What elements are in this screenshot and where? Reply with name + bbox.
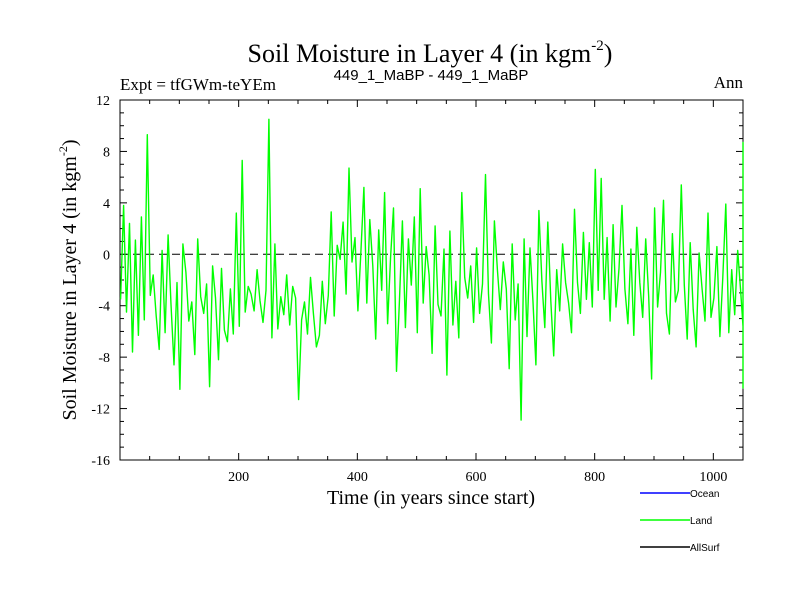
y-tick-label: -8 xyxy=(98,351,110,366)
legend-item-ocean: Ocean xyxy=(640,489,719,500)
x-tick-label: 400 xyxy=(347,470,368,485)
x-tick-labels: 200 400 600 800 1000 xyxy=(228,470,727,485)
axis-ticks xyxy=(120,99,743,461)
x-tick-label: 800 xyxy=(584,470,605,485)
y-axis-label-superscript: -2 xyxy=(56,146,70,156)
legend-label-ocean: Ocean xyxy=(690,489,719,500)
y-tick-label: 4 xyxy=(103,197,110,212)
chart-title: Soil Moisture in Layer 4 (in kgm-2) xyxy=(248,38,613,68)
legend-item-land: Land xyxy=(640,516,712,527)
legend-label-allsurf: AllSurf xyxy=(690,543,720,554)
x-tick-label: 1000 xyxy=(699,470,727,485)
y-axis-label: Soil Moisture in Layer 4 (in kgm-2) xyxy=(56,139,81,420)
y-tick-label: -12 xyxy=(91,403,110,418)
x-axis-label: Time (in years since start) xyxy=(327,487,535,509)
chart-title-superscript: -2 xyxy=(591,38,604,54)
experiment-label: Expt = tfGWm-teYEm xyxy=(120,75,276,94)
x-tick-label: 600 xyxy=(466,470,487,485)
comparison-label: 449_1_MaBP - 449_1_MaBP xyxy=(334,67,529,84)
y-tick-label: -16 xyxy=(91,454,110,469)
legend-item-allsurf: AllSurf xyxy=(640,543,720,554)
y-tick-labels: 12 8 4 0 -4 -8 -12 -16 xyxy=(91,94,110,469)
y-tick-label: -4 xyxy=(98,300,110,315)
x-tick-label: 200 xyxy=(228,470,249,485)
series-line-land xyxy=(119,118,744,421)
season-label: Ann xyxy=(714,73,744,92)
legend: Ocean Land AllSurf xyxy=(640,489,720,554)
y-tick-label: 12 xyxy=(96,94,110,109)
legend-label-land: Land xyxy=(690,516,712,527)
y-tick-label: 0 xyxy=(103,248,110,263)
y-tick-label: 8 xyxy=(103,145,110,160)
